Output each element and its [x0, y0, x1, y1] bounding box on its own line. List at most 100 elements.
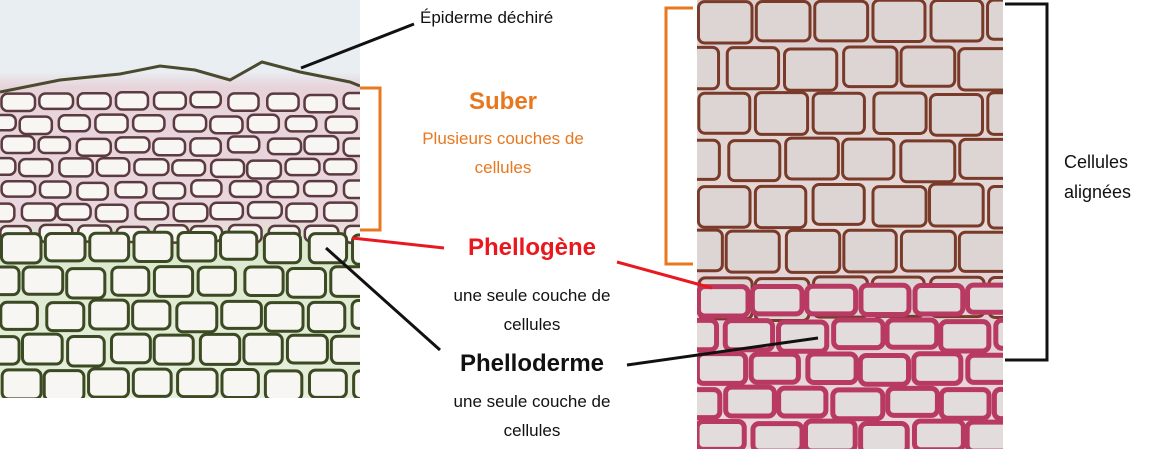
- cell: [811, 182, 866, 226]
- suber-title: Suber: [468, 88, 537, 115]
- cell: [176, 230, 218, 263]
- cell: [697, 351, 749, 386]
- cell: [986, 0, 1003, 41]
- cell: [804, 283, 859, 317]
- cell: [152, 265, 195, 298]
- cell: [88, 298, 130, 331]
- cell: [172, 202, 209, 223]
- epidermis-edge: [0, 60, 360, 94]
- cell: [884, 317, 940, 350]
- cell: [88, 231, 131, 263]
- cell: [65, 267, 107, 300]
- cell: [753, 91, 810, 136]
- phellogene-title: Phellogène: [467, 234, 597, 261]
- cell: [872, 91, 928, 135]
- cell: [0, 92, 37, 113]
- cell: [912, 282, 966, 317]
- cell: [219, 230, 259, 261]
- cell: [284, 157, 321, 177]
- cell: [965, 352, 1003, 385]
- cell: [75, 137, 113, 158]
- cell: [322, 201, 358, 222]
- cell: [114, 90, 150, 111]
- cell: [266, 137, 303, 156]
- cell: [263, 301, 305, 333]
- cell: [56, 202, 92, 222]
- cell: [131, 113, 166, 133]
- cell: [209, 115, 244, 135]
- cell: [993, 317, 1003, 351]
- cell: [697, 138, 721, 181]
- cell: [754, 0, 812, 43]
- cell: [284, 115, 318, 133]
- cell: [938, 387, 992, 421]
- cell: [226, 135, 261, 154]
- cell: [172, 113, 208, 133]
- cell: [242, 332, 284, 366]
- cell: [911, 418, 966, 449]
- cell: [323, 157, 358, 176]
- cell: [899, 45, 957, 88]
- cell: [57, 113, 92, 133]
- cell: [175, 301, 219, 334]
- suber-desc-line2: cellules: [474, 158, 532, 177]
- cell: [0, 156, 17, 176]
- cell: [342, 179, 360, 200]
- cell: [66, 334, 106, 368]
- cell: [697, 387, 723, 421]
- cell: [94, 113, 129, 134]
- cell: [189, 90, 223, 109]
- cell: [830, 387, 886, 422]
- cell: [350, 298, 360, 330]
- cell: [306, 300, 347, 334]
- cell: [957, 230, 1003, 273]
- phellogene-leader-left: [351, 236, 445, 250]
- cell: [697, 228, 724, 273]
- cell: [0, 368, 43, 398]
- cell: [986, 91, 1003, 136]
- cell: [749, 284, 805, 317]
- cell: [245, 159, 283, 180]
- cell: [329, 334, 360, 365]
- cell: [725, 46, 781, 91]
- cell: [307, 232, 349, 265]
- cell: [87, 367, 130, 398]
- phellogene-desc-line1: une seule couche de: [453, 286, 611, 305]
- cell: [152, 91, 188, 111]
- cell: [131, 367, 173, 398]
- cell: [842, 228, 898, 274]
- cell: [20, 202, 57, 222]
- cell: [285, 202, 319, 223]
- aligned-cells-bracket: [1005, 2, 1049, 362]
- phellogene-desc-line2: cellules: [503, 315, 561, 334]
- cell: [133, 157, 170, 177]
- cell: [813, 0, 870, 43]
- cell: [831, 317, 886, 351]
- cell: [0, 265, 21, 297]
- cell: [263, 369, 304, 398]
- cell: [21, 265, 65, 296]
- right-label-line1: Cellules: [1064, 152, 1129, 172]
- cell: [114, 180, 148, 199]
- cell: [209, 201, 245, 221]
- cell: [928, 182, 985, 228]
- cell: [0, 300, 39, 331]
- cell: [811, 91, 866, 135]
- cell: [43, 232, 87, 263]
- cell: [189, 137, 223, 157]
- cell: [266, 180, 300, 199]
- cell: [152, 181, 187, 200]
- cell: [957, 47, 1003, 92]
- cell: [899, 229, 957, 273]
- cell: [753, 184, 808, 230]
- cell: [841, 137, 896, 181]
- cell: [784, 136, 840, 181]
- cell: [724, 229, 781, 274]
- cell: [95, 157, 131, 178]
- cell: [196, 265, 237, 297]
- cell: [227, 92, 260, 113]
- cell: [342, 91, 360, 110]
- cell: [209, 158, 246, 179]
- cell: [303, 93, 338, 114]
- cell: [285, 267, 328, 299]
